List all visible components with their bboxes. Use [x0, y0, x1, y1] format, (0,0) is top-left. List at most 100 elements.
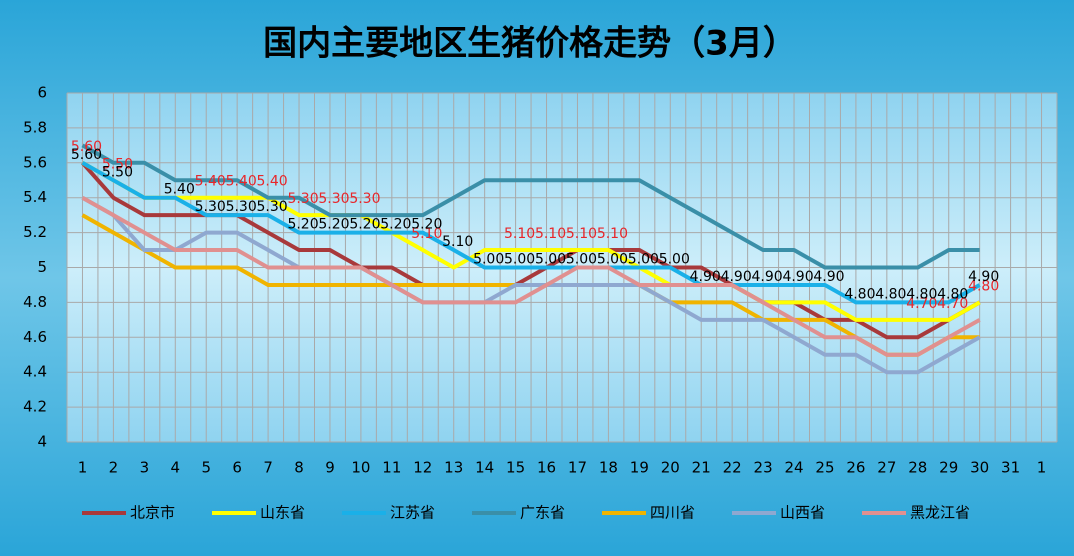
- x-tick-label: 13: [444, 459, 463, 477]
- x-tick-label: 5: [201, 459, 211, 477]
- y-tick-label: 5.6: [23, 153, 47, 171]
- data-label: 4.80: [906, 286, 937, 302]
- data-label: 4.80: [937, 286, 968, 302]
- x-tick-label: 2: [109, 459, 119, 477]
- x-tick-label: 18: [599, 459, 618, 477]
- data-label: 5.20: [349, 217, 380, 233]
- data-label: 5.10: [504, 226, 535, 242]
- chart-title: 国内主要地区生猪价格走势（3月）: [263, 24, 797, 64]
- data-label: 5.20: [287, 217, 318, 233]
- data-label: 5.00: [566, 252, 597, 268]
- data-label: 5.40: [257, 174, 288, 190]
- data-label: 5.20: [411, 217, 442, 233]
- x-tick-label: 12: [413, 459, 432, 477]
- x-tick-label: 1: [1037, 459, 1047, 477]
- x-tick-label: 1: [78, 459, 88, 477]
- data-label: 5.00: [628, 252, 659, 268]
- data-label: 5.00: [597, 252, 628, 268]
- data-label: 5.30: [195, 199, 226, 215]
- data-label: 5.00: [473, 252, 504, 268]
- data-label: 4.90: [752, 269, 783, 285]
- x-tick-label: 8: [294, 459, 304, 477]
- series-line: [81, 143, 980, 270]
- x-tick-label: 15: [506, 459, 525, 477]
- data-label: 4.80: [968, 278, 999, 294]
- data-label: 5.60: [71, 139, 102, 155]
- data-label: 4.80: [875, 286, 906, 302]
- data-label: 5.50: [102, 156, 133, 172]
- data-label: 5.30: [349, 191, 380, 207]
- y-tick-label: 4: [37, 433, 47, 451]
- data-label: 5.30: [287, 191, 318, 207]
- x-tick-label: 29: [939, 459, 958, 477]
- data-label: 4.70: [906, 296, 937, 312]
- y-tick-label: 6: [37, 84, 47, 102]
- data-label: 4.90: [690, 269, 721, 285]
- data-label: 5.00: [535, 252, 566, 268]
- y-tick-label: 5.2: [23, 223, 47, 241]
- x-tick-label: 21: [692, 459, 711, 477]
- x-tick-label: 16: [537, 459, 556, 477]
- data-label: 5.30: [318, 191, 349, 207]
- data-label: 5.20: [380, 217, 411, 233]
- data-label: 5.10: [442, 234, 473, 250]
- data-label: 5.30: [226, 199, 257, 215]
- data-label: 4.90: [721, 269, 752, 285]
- x-tick-label: 7: [263, 459, 273, 477]
- x-tick-label: 27: [877, 459, 896, 477]
- x-tick-label: 6: [232, 459, 242, 477]
- data-label: 4.90: [782, 269, 813, 285]
- legend-label: 江苏省: [390, 504, 435, 522]
- series-line: [81, 195, 981, 357]
- data-label: 5.50: [102, 164, 133, 180]
- data-label: 4.90: [813, 269, 844, 285]
- data-label: 4.80: [844, 286, 875, 302]
- data-label: 5.00: [659, 252, 690, 268]
- x-tick-label: 9: [325, 459, 335, 477]
- legend-label: 四川省: [650, 504, 695, 522]
- y-tick-label: 4.6: [23, 328, 47, 346]
- x-tick-label: 4: [171, 459, 181, 477]
- x-tick-label: 17: [568, 459, 587, 477]
- data-label: 4.90: [968, 269, 999, 285]
- data-label: 5.10: [535, 226, 566, 242]
- x-tick-label: 3: [140, 459, 150, 477]
- data-label: 5.60: [71, 147, 102, 163]
- x-tick-label: 10: [351, 459, 370, 477]
- data-label: 4.70: [937, 296, 968, 312]
- legend-label: 广东省: [520, 504, 565, 522]
- legend-label: 山西省: [780, 504, 825, 522]
- data-label: 5.20: [318, 217, 349, 233]
- y-tick-label: 4.2: [23, 398, 47, 416]
- x-tick-label: 30: [970, 459, 989, 477]
- y-tick-label: 5: [37, 258, 47, 276]
- data-label: 5.10: [597, 226, 628, 242]
- y-tick-label: 4.4: [23, 363, 47, 381]
- y-tick-label: 5.4: [23, 188, 47, 206]
- x-tick-label: 25: [815, 459, 834, 477]
- data-label: 5.40: [164, 182, 195, 198]
- legend-label: 北京市: [130, 504, 175, 522]
- data-label: 5.40: [195, 174, 226, 190]
- y-tick-label: 4.8: [23, 293, 47, 311]
- x-tick-label: 11: [382, 459, 401, 477]
- x-tick-label: 22: [723, 459, 742, 477]
- y-tick-label: 5.8: [23, 118, 47, 136]
- x-tick-label: 23: [754, 459, 773, 477]
- data-label: 5.10: [411, 226, 442, 242]
- x-tick-label: 24: [784, 459, 803, 477]
- data-label: 5.30: [257, 199, 288, 215]
- data-label: 5.40: [226, 174, 257, 190]
- data-label: 5.00: [504, 252, 535, 268]
- series-line: [81, 195, 981, 375]
- x-tick-label: 14: [475, 459, 494, 477]
- legend-label: 黑龙江省: [910, 504, 970, 522]
- series-line: [81, 161, 981, 305]
- data-label: 5.10: [566, 226, 597, 242]
- x-tick-label: 26: [846, 459, 865, 477]
- x-tick-label: 20: [661, 459, 680, 477]
- x-tick-label: 31: [1001, 459, 1020, 477]
- x-tick-label: 28: [908, 459, 927, 477]
- legend-label: 山东省: [260, 504, 305, 522]
